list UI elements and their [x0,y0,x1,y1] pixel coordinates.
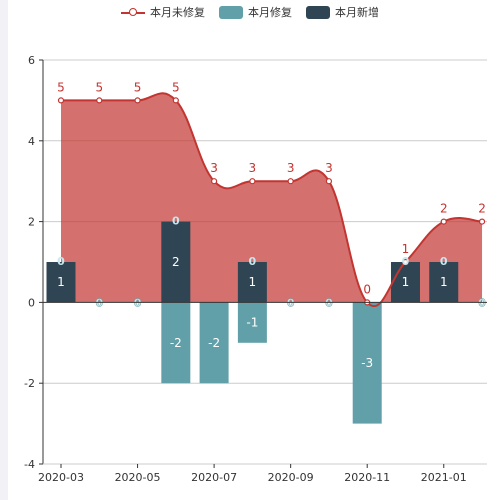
unfixed-point [325,178,333,185]
zero-marker-label: 0 [402,255,410,268]
bar-value-label: -3 [361,356,373,370]
unfixed-point [440,218,447,225]
unfixed-point [172,97,179,104]
legend-item-fixed[interactable]: 本月修复 [219,4,292,20]
x-tick-label: 2020-03 [38,471,84,484]
x-tick-label: 2020-11 [344,471,390,484]
unfixed-value-label: 0 [363,282,371,296]
chart-legend: 本月未修复 本月修复 本月新增 [0,4,500,20]
unfixed-value-label: 5 [95,80,103,94]
bar-fixed [352,302,382,424]
unfixed-point [478,218,486,225]
zero-marker-label: 0 [172,215,180,228]
y-tick-label: 4 [28,135,35,148]
legend-bar-swatch [219,5,243,19]
unfixed-point [287,178,294,185]
unfixed-point [96,97,103,104]
bar-new [429,262,459,303]
y-tick-label: -2 [24,377,35,390]
unfixed-point [402,258,409,266]
bar-value-label: 1 [440,275,448,289]
unfixed-point [134,97,141,104]
unfixed-value-label: 2 [478,202,486,216]
x-tick-label: 2020-07 [191,471,237,484]
bar-new [161,221,191,303]
bar-value-label: 1 [57,275,65,289]
bar-value-label: 1 [249,275,257,289]
legend-item-unfixed[interactable]: 本月未修复 [121,4,205,20]
bar-value-label: -2 [170,336,182,350]
x-tick-label: 2021-01 [421,471,467,484]
y-tick-label: 2 [28,216,35,229]
legend-line-swatch [121,6,145,18]
zero-marker-label: 0 [249,255,257,268]
unfixed-value-label: 3 [210,161,218,175]
bar-value-label: 1 [402,275,410,289]
bar-value-label: 2 [172,255,180,269]
legend-label-new: 本月新增 [335,6,379,19]
zero-marker-label: 0 [440,255,448,268]
unfixed-point [57,97,65,104]
bar-new [46,262,76,303]
bar-value-label: -1 [246,316,258,330]
legend-bar-swatch [306,5,330,19]
unfixed-point [211,178,218,185]
bar-fixed [237,302,267,343]
panel-left-edge [0,0,8,500]
unfixed-point [249,178,256,185]
unfixed-value-label: 5 [57,80,65,94]
y-tick-label: 0 [28,296,35,309]
unfixed-value-label: 2 [440,202,448,216]
bar-fixed [161,302,191,384]
unfixed-value-label: 5 [172,80,180,94]
unfixed-value-label: 3 [249,161,257,175]
unfixed-value-label: 3 [325,161,333,175]
legend-label-unfixed: 本月未修复 [150,6,205,19]
x-tick-label: 2020-09 [268,471,314,484]
unfixed-value-label: 1 [402,242,410,256]
bar-new [237,262,267,303]
unfixed-value-label: 3 [287,161,295,175]
unfixed-value-label: 5 [134,80,142,94]
bar-fixed [199,302,229,384]
legend-label-fixed: 本月修复 [248,6,292,19]
legend-item-new[interactable]: 本月新增 [306,4,379,20]
y-tick-label: -4 [24,458,35,471]
zero-marker-label: 0 [57,255,65,268]
bar-new [390,262,420,303]
y-tick-label: 6 [28,54,35,67]
x-tick-label: 2020-05 [115,471,161,484]
bar-value-label: -2 [208,336,220,350]
